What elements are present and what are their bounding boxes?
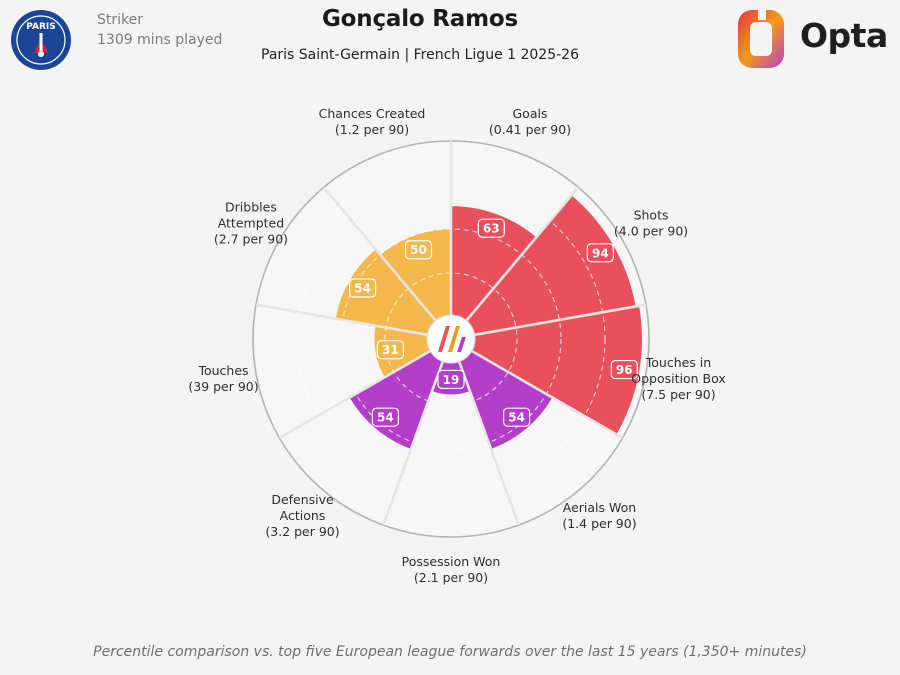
metric-label: Shots [634,208,669,223]
metric-label: (1.4 per 90) [562,516,636,531]
value-label: 19 [443,373,460,387]
metric-label: Chances Created [319,106,426,121]
data-wedge [335,249,437,336]
value-label: 50 [410,243,427,257]
center-logo-circle [426,314,476,364]
value-label: 54 [508,411,525,425]
metric-label: (3.2 per 90) [265,524,339,539]
value-label: 54 [354,281,371,295]
value-label: 94 [592,246,609,260]
sector-divider [457,359,520,526]
minutes-played: 1309 mins played [97,32,223,48]
player-meta: Striker 1309 mins played [97,10,222,50]
value-label: 31 [382,343,399,357]
opta-wordmark: Opta [800,16,888,55]
metric-label: (2.1 per 90) [414,570,488,585]
metric-label: Touches in [645,355,711,370]
player-position: Striker [97,12,143,28]
value-badge [376,340,404,360]
opta-logo [738,8,784,68]
metric-label: (39 per 90) [188,379,258,394]
value-label: 63 [483,222,500,236]
metric-label: (7.5 per 90) [641,387,715,402]
metric-label: Touches [197,363,248,378]
value-badge [502,407,531,427]
sector-divider [322,186,438,323]
metric-label: Attempted [218,216,284,231]
metric-label: Actions [280,508,326,523]
sector-divider [464,186,580,323]
value-badge [610,359,638,380]
page-subtitle: Paris Saint-Germain | French Ligue 1 202… [261,47,579,63]
background-wedge [383,359,519,537]
value-label: 96 [616,363,633,377]
sector-divider [382,359,445,526]
metric-label: Opposition Box [631,371,726,386]
metric-label: (1.2 per 90) [335,122,409,137]
metric-label: Goals [513,106,548,121]
sector-divider [472,303,647,337]
metric-label: Aerials Won [563,500,636,515]
footnote: Percentile comparison vs. top five Europ… [93,644,807,660]
page-title: Gonçalo Ramos [322,6,518,32]
data-wedge [465,195,636,336]
metric-label: Defensive [271,492,334,507]
sector-divider [469,348,624,440]
badge-wordmark: PARIS [26,22,56,32]
value-label: 54 [377,411,394,425]
value-badge [371,407,400,427]
center-logo-bar [457,337,466,352]
center-logo-bar [448,326,460,352]
psg-badge-logo: PARIS [11,10,71,70]
sector-divider [255,303,430,337]
metric-label: Dribbles [225,200,277,215]
grid-ring-dashed [296,184,606,494]
center-logo-bar [438,326,450,352]
metric-label: (2.7 per 90) [214,232,288,247]
metric-label: (0.41 per 90) [489,122,571,137]
value-badge [586,243,614,263]
value-badge [437,369,465,390]
value-badge [477,218,505,238]
value-badge [349,278,377,298]
value-badge [404,240,433,260]
metric-label: (4.0 per 90) [614,224,688,239]
metric-label: Possession Won [402,554,501,569]
data-wedge [451,206,537,323]
data-wedge [380,229,451,323]
sector-divider [278,348,433,440]
